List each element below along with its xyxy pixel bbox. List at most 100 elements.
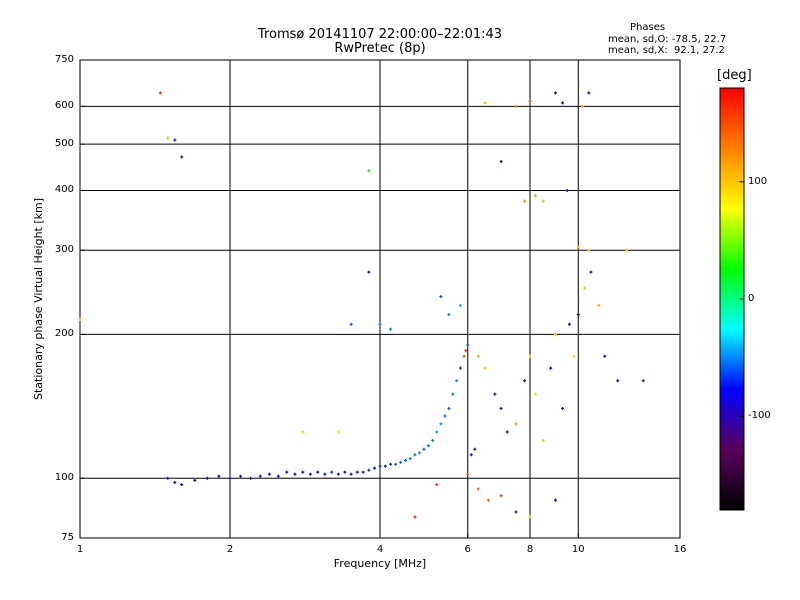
data-point [349, 322, 353, 326]
data-point [439, 422, 443, 426]
data-point [330, 470, 334, 474]
data-point [361, 470, 365, 474]
data-point [403, 458, 407, 462]
x-tick-label: 8 [526, 544, 534, 555]
data-point [641, 379, 645, 383]
data-point [217, 474, 221, 478]
data-point [378, 322, 382, 326]
data-point [553, 91, 557, 95]
data-point [528, 99, 532, 103]
data-point [581, 104, 585, 108]
data-point [267, 472, 271, 476]
data-point [576, 245, 580, 249]
data-point [293, 472, 297, 476]
data-point [483, 366, 487, 370]
data-point [533, 194, 537, 198]
data-point [499, 406, 503, 410]
data-point [383, 464, 387, 468]
data-point [422, 447, 426, 451]
data-point [417, 451, 421, 455]
data-point [523, 199, 527, 203]
data-point [413, 515, 417, 519]
colorbar-title: [deg] [717, 68, 752, 83]
data-point [336, 472, 340, 476]
data-point [399, 460, 403, 464]
data-point [355, 470, 359, 474]
data-point [78, 317, 82, 321]
y-tick-label: 300 [54, 244, 74, 256]
data-point [514, 104, 518, 108]
data-point [464, 349, 468, 353]
data-point [431, 438, 435, 442]
data-point [166, 476, 170, 480]
data-point [528, 515, 532, 519]
x-tick-label: 1 [76, 544, 84, 555]
data-point [466, 343, 470, 347]
data-point [505, 430, 509, 434]
data-point [166, 136, 170, 140]
data-point [514, 422, 518, 426]
data-point [447, 406, 451, 410]
x-tick-label: 4 [376, 544, 384, 555]
data-point [308, 472, 312, 476]
data-point [553, 498, 557, 502]
data-point [561, 406, 565, 410]
phases-title: Phases [630, 22, 666, 33]
data-point [458, 366, 462, 370]
data-point [180, 155, 184, 159]
data-point [476, 487, 480, 491]
data-point [323, 472, 327, 476]
data-point [473, 447, 477, 451]
phases-x-stats: mean, sd,X: 92.1, 27.2 [608, 45, 725, 56]
data-point [426, 444, 430, 448]
data-point [451, 392, 455, 396]
data-point [367, 468, 371, 472]
data-point [561, 101, 565, 105]
data-point [458, 303, 462, 307]
data-point [301, 430, 305, 434]
data-point [499, 159, 503, 163]
data-point [625, 248, 629, 252]
data-point [413, 453, 417, 457]
y-tick-label: 750 [54, 54, 74, 65]
data-point [567, 322, 571, 326]
data-point [587, 91, 591, 95]
colorbar-tick-label: 0 [748, 293, 755, 304]
y-tick-label: 500 [54, 138, 74, 150]
data-point [483, 101, 487, 105]
data-point [435, 430, 439, 434]
data-point [523, 379, 527, 383]
y-tick-label: 200 [54, 328, 74, 340]
data-point [408, 456, 412, 460]
data-point [541, 199, 545, 203]
data-point [173, 138, 177, 142]
y-axis-label: Stationary phase Virtual Height [km] [32, 197, 45, 400]
x-tick-label: 10 [571, 544, 585, 555]
data-point [378, 464, 382, 468]
data-point [469, 453, 473, 457]
data-point [549, 366, 553, 370]
data-point [435, 483, 439, 487]
data-point [439, 295, 443, 299]
data-point [193, 478, 197, 482]
data-point [316, 470, 320, 474]
chart-title: Tromsø 20141107 22:00:00–22:01:43 [257, 27, 503, 42]
data-point [180, 483, 184, 487]
data-point [373, 466, 377, 470]
data-point [447, 313, 451, 317]
data-point [349, 472, 353, 476]
data-point [576, 313, 580, 317]
colorbar-tick-label: -100 [748, 410, 771, 422]
data-point [616, 379, 620, 383]
x-axis-label: Frequency [MHz] [333, 557, 427, 570]
data-point [462, 354, 466, 358]
data-point [572, 354, 576, 358]
data-point [389, 327, 393, 331]
data-point [553, 332, 557, 336]
data-point [583, 286, 587, 290]
data-point [476, 354, 480, 358]
data-point [455, 379, 459, 383]
data-point [336, 430, 340, 434]
y-tick-label: 100 [54, 472, 74, 484]
